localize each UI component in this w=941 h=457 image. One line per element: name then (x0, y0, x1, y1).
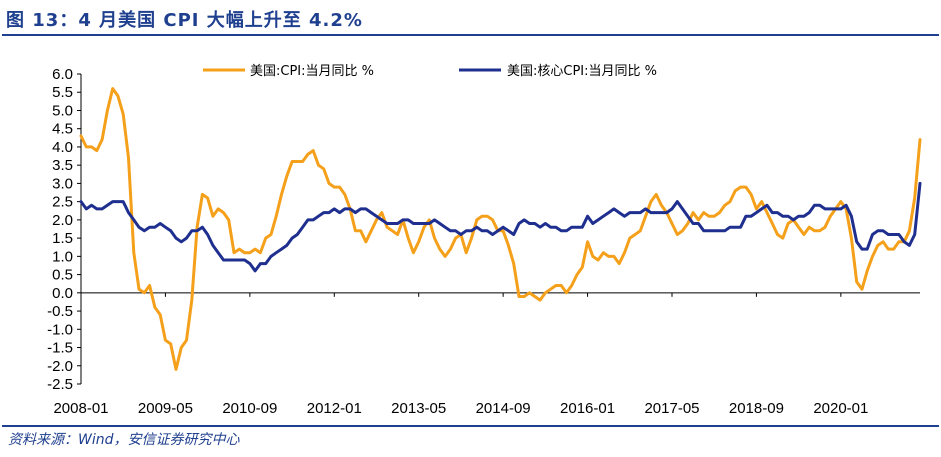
y-tick-label: -1.0 (47, 321, 73, 338)
y-tick-label: 1.0 (52, 248, 73, 265)
series-line-core-cpi (79, 181, 922, 273)
y-tick-label: -1.5 (47, 340, 73, 357)
source-note: 资料来源：Wind，安信证券研究中心 (8, 432, 240, 448)
footer-divider (2, 425, 939, 427)
y-tick-label: -2.5 (47, 376, 73, 393)
series-layer (79, 87, 922, 371)
y-tick-label: 2.0 (52, 212, 73, 229)
y-tick-label: 5.5 (52, 84, 73, 101)
x-tick-label: 2018-09 (729, 400, 784, 417)
y-tick-label: -2.0 (47, 358, 73, 375)
y-tick-label: 2.5 (52, 194, 73, 211)
y-tick-label: 4.5 (52, 121, 73, 138)
x-tick-label: 2017-05 (644, 400, 699, 417)
x-tick-label: 2009-05 (138, 400, 193, 417)
y-tick-label: 0.5 (52, 267, 73, 284)
x-tick-label: 2012-01 (307, 400, 362, 417)
x-tick-label: 2013-05 (391, 400, 446, 417)
chart-legend: 美国:CPI:当月同比 % 美国:核心CPI:当月同比 % (203, 64, 657, 79)
title-divider (2, 34, 939, 36)
x-tick-label: 2020-01 (813, 400, 868, 417)
y-tick-label: 4.0 (52, 139, 73, 156)
y-tick-label: 3.0 (52, 175, 73, 192)
figure-title: 图 13：4 月美国 CPI 大幅上升至 4.2% (6, 10, 363, 31)
x-tick-label: 2016-01 (560, 400, 615, 417)
y-tick-label: 3.5 (52, 157, 73, 174)
y-axis: 6.05.55.04.54.03.53.02.52.01.51.00.50.0-… (47, 66, 82, 393)
legend-label-core-cpi: 美国:核心CPI:当月同比 % (507, 64, 657, 79)
x-axis: 2008-01 2009-05 2010-09 2012-01 2013-05 2014-… (53, 292, 920, 417)
y-tick-label: -0.5 (47, 303, 73, 320)
y-tick-label: 5.0 (52, 102, 73, 119)
y-tick-label: 0.0 (52, 285, 73, 302)
x-tick-label: 2010-09 (222, 400, 277, 417)
x-tick-label: 2008-01 (53, 400, 108, 417)
legend-label-cpi: 美国:CPI:当月同比 % (250, 64, 374, 79)
y-tick-label: 6.0 (52, 66, 73, 83)
x-tick-label: 2014-09 (476, 400, 531, 417)
y-tick-label: 1.5 (52, 230, 73, 247)
